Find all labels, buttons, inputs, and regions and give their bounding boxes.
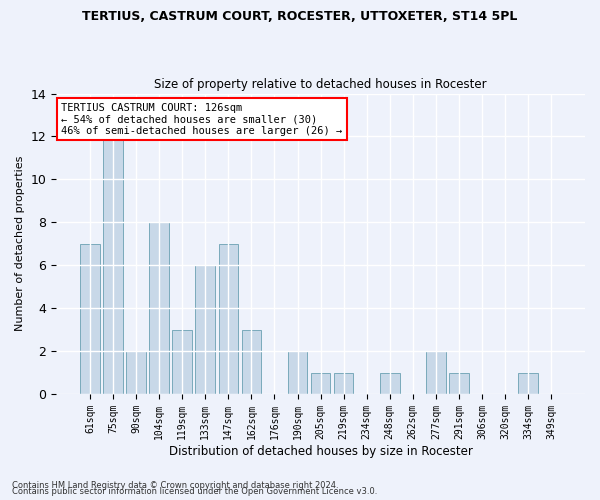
Bar bbox=[334, 372, 353, 394]
Text: Contains public sector information licensed under the Open Government Licence v3: Contains public sector information licen… bbox=[12, 487, 377, 496]
Bar bbox=[242, 330, 261, 394]
Bar bbox=[311, 372, 331, 394]
Bar bbox=[449, 372, 469, 394]
Bar bbox=[426, 351, 446, 394]
Bar bbox=[172, 330, 192, 394]
Text: TERTIUS CASTRUM COURT: 126sqm
← 54% of detached houses are smaller (30)
46% of s: TERTIUS CASTRUM COURT: 126sqm ← 54% of d… bbox=[61, 102, 343, 136]
Y-axis label: Number of detached properties: Number of detached properties bbox=[15, 156, 25, 332]
Bar bbox=[127, 351, 146, 394]
Bar bbox=[149, 222, 169, 394]
Text: TERTIUS, CASTRUM COURT, ROCESTER, UTTOXETER, ST14 5PL: TERTIUS, CASTRUM COURT, ROCESTER, UTTOXE… bbox=[82, 10, 518, 23]
Bar bbox=[380, 372, 400, 394]
Bar bbox=[288, 351, 307, 394]
Bar bbox=[103, 136, 123, 394]
Bar bbox=[196, 265, 215, 394]
Bar bbox=[80, 244, 100, 394]
X-axis label: Distribution of detached houses by size in Rocester: Distribution of detached houses by size … bbox=[169, 444, 473, 458]
Bar bbox=[218, 244, 238, 394]
Text: Contains HM Land Registry data © Crown copyright and database right 2024.: Contains HM Land Registry data © Crown c… bbox=[12, 481, 338, 490]
Bar bbox=[518, 372, 538, 394]
Title: Size of property relative to detached houses in Rocester: Size of property relative to detached ho… bbox=[154, 78, 487, 91]
